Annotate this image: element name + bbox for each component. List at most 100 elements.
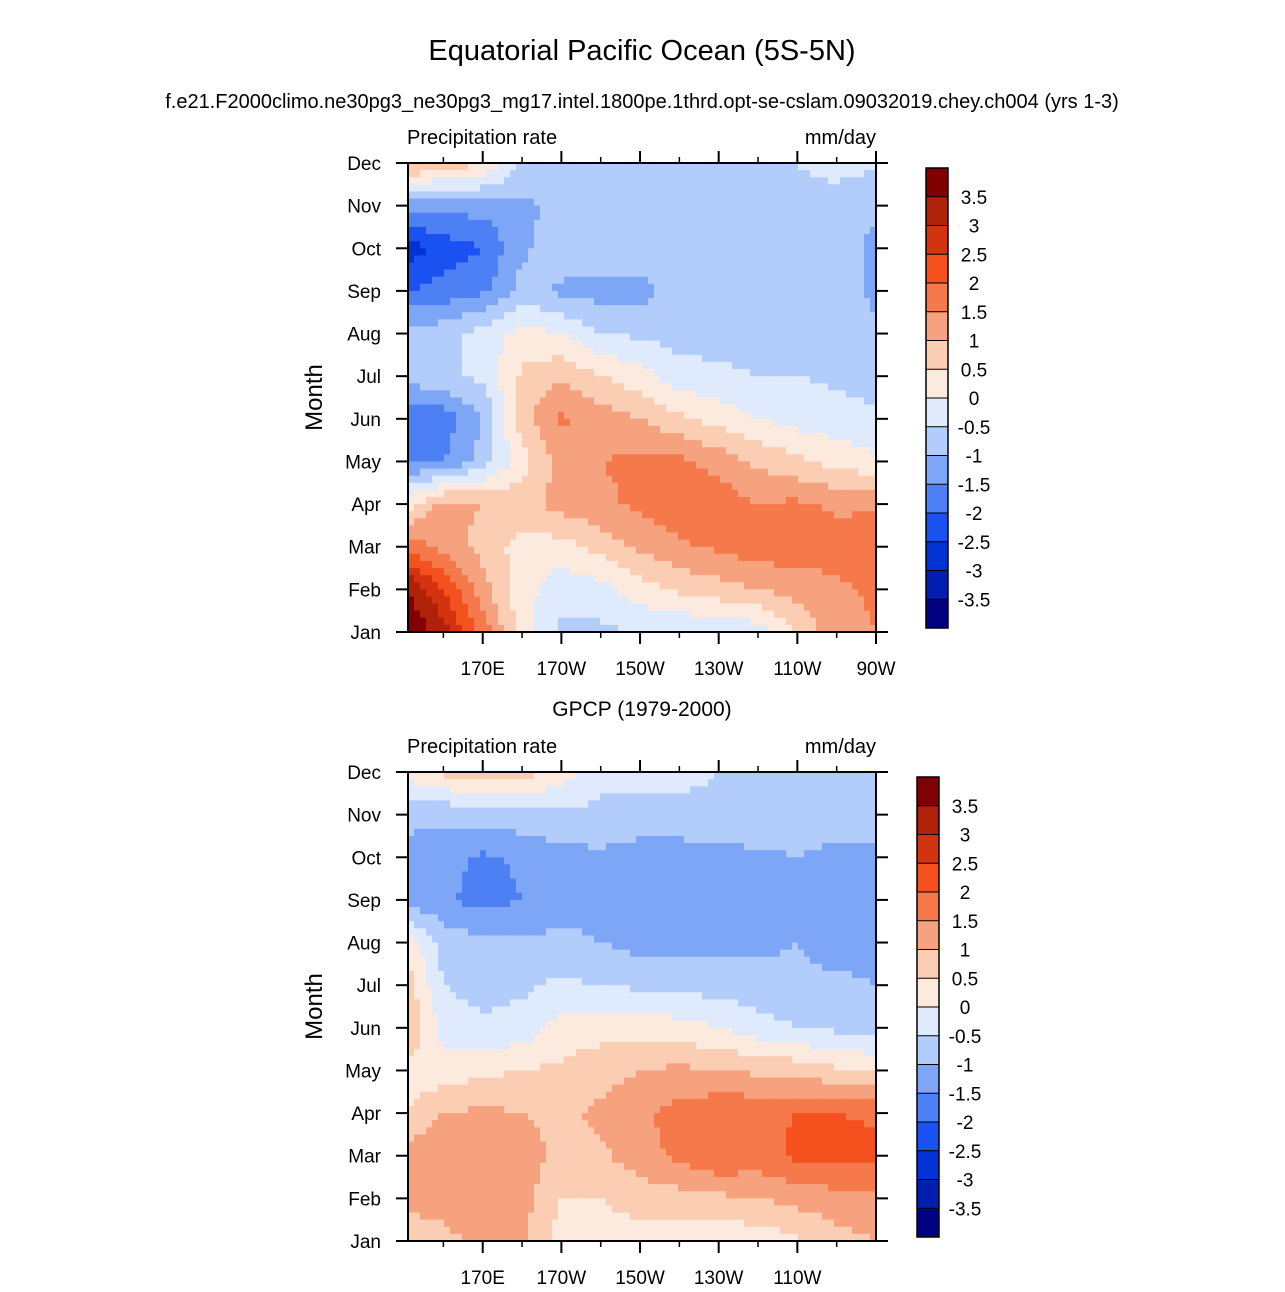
contour-cell	[636, 489, 643, 498]
contour-cell	[534, 482, 541, 491]
contour-cell	[678, 546, 685, 555]
contour-cell	[804, 177, 811, 185]
contour-cell	[726, 596, 733, 605]
contour-cell	[738, 482, 745, 491]
contour-cell	[864, 397, 871, 406]
contour-cell	[444, 219, 451, 228]
contour-cell	[540, 241, 547, 249]
contour-cell	[690, 383, 697, 391]
contour-cell	[852, 212, 859, 221]
contour-cell	[840, 482, 847, 491]
contour-cell	[858, 290, 865, 299]
contour-cell	[738, 205, 745, 214]
contour-cell	[624, 596, 631, 605]
contour-cell	[864, 219, 871, 228]
contour-cell	[534, 568, 541, 576]
contour-cell	[618, 489, 625, 498]
contour-cell	[708, 298, 715, 306]
contour-cell	[858, 539, 865, 548]
contour-cell	[630, 468, 637, 477]
contour-cell	[534, 283, 541, 292]
contour-cell	[672, 390, 679, 399]
contour-cell	[690, 390, 697, 399]
contour-cell	[624, 504, 631, 512]
contour-cell	[642, 596, 649, 605]
contour-cell	[558, 582, 565, 590]
contour-cell	[858, 411, 865, 420]
contour-cell	[516, 532, 523, 541]
contour-cell	[678, 191, 685, 200]
contour-cell	[792, 376, 799, 384]
contour-cell	[474, 568, 481, 576]
contour-cell	[570, 383, 577, 391]
contour-cell	[750, 326, 757, 335]
contour-cell	[468, 383, 475, 391]
contour-cell	[492, 575, 499, 583]
contour-cell	[612, 226, 619, 235]
contour-cell	[834, 504, 841, 512]
contour-cell	[816, 241, 823, 249]
contour-cell	[762, 219, 769, 228]
contour-cell	[480, 411, 487, 420]
contour-cell	[492, 454, 499, 463]
contour-cell	[870, 454, 877, 463]
contour-cell	[702, 411, 709, 420]
contour-cell	[816, 496, 823, 505]
contour-cell	[840, 312, 847, 320]
contour-cell	[720, 397, 727, 406]
contour-cell	[846, 433, 853, 441]
contour-cell	[492, 361, 499, 370]
contour-cell	[588, 418, 595, 427]
contour-cell	[624, 383, 631, 391]
contour-cell	[570, 447, 577, 455]
contour-cell	[636, 433, 643, 441]
contour-cell	[534, 596, 541, 605]
contour-cell	[708, 219, 715, 228]
contour-cell	[528, 447, 535, 455]
contour-cell	[564, 241, 571, 249]
contour-cell	[690, 198, 697, 207]
contour-cell	[738, 319, 745, 328]
contour-cell	[786, 461, 793, 470]
contour-cell	[594, 383, 601, 391]
contour-cell	[792, 496, 799, 505]
contour-cell	[828, 234, 835, 242]
contour-cell	[732, 354, 739, 363]
contour-cell	[732, 397, 739, 406]
contour-cell	[570, 596, 577, 605]
contour-cell	[870, 546, 877, 555]
contour-cell	[684, 205, 691, 214]
contour-cell	[498, 369, 505, 377]
contour-cell	[624, 290, 631, 299]
contour-cell	[648, 290, 655, 299]
contour-cell	[672, 276, 679, 285]
contour-cell	[480, 575, 487, 583]
contour-cell	[804, 404, 811, 413]
contour-cell	[522, 262, 529, 271]
contour-cell	[684, 518, 691, 527]
contour-cell	[708, 397, 715, 406]
contour-cell	[558, 425, 565, 434]
contour-cell	[498, 170, 505, 178]
contour-cell	[690, 568, 697, 576]
contour-cell	[756, 404, 763, 413]
contour-cell	[738, 340, 745, 349]
contour-cell	[594, 610, 601, 619]
contour-cell	[846, 511, 853, 519]
contour-cell	[732, 319, 739, 328]
contour-cell	[852, 425, 859, 434]
contour-cell	[618, 262, 625, 271]
contour-cell	[678, 298, 685, 306]
contour-cell	[606, 184, 613, 193]
contour-cell	[414, 411, 421, 420]
contour-cell	[840, 532, 847, 541]
contour-cell	[864, 568, 871, 576]
contour-cell	[750, 226, 757, 235]
contour-cell	[690, 482, 697, 491]
contour-cell	[498, 191, 505, 200]
contour-cell	[762, 582, 769, 590]
contour-cell	[714, 163, 721, 171]
contour-cell	[474, 546, 481, 555]
contour-cell	[552, 369, 559, 377]
contour-cell	[588, 376, 595, 384]
